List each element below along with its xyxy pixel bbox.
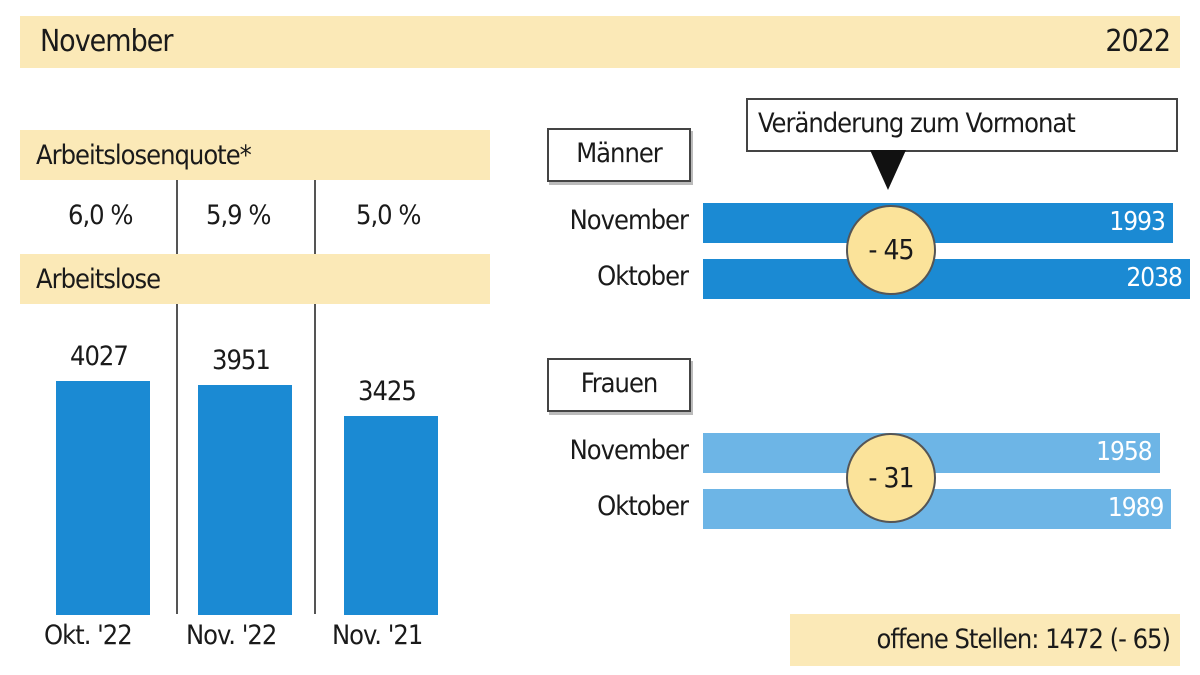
bar-value-label: 4027 bbox=[70, 341, 129, 373]
bar-2 bbox=[344, 416, 438, 615]
arrow-down-icon bbox=[870, 150, 906, 190]
category-label: Nov. '22 bbox=[186, 620, 277, 651]
category-label: Nov. '21 bbox=[332, 620, 423, 651]
open-positions-band: offene Stellen: 1472 (- 65) bbox=[790, 614, 1180, 666]
row-label: Oktober bbox=[597, 261, 689, 292]
men-bar-1: 2038 bbox=[703, 259, 1190, 299]
quote-nov21: 5,0 % bbox=[356, 200, 421, 231]
divider bbox=[176, 180, 178, 254]
divider bbox=[176, 304, 178, 614]
women-change-badge: - 31 bbox=[846, 433, 936, 523]
bar-value: 1989 bbox=[1107, 493, 1165, 523]
header-year: 2022 bbox=[1105, 24, 1171, 59]
category-label: Okt. '22 bbox=[44, 620, 133, 651]
divider bbox=[314, 304, 316, 614]
header-month: November bbox=[40, 24, 173, 59]
change-label: Veränderung zum Vormonat bbox=[758, 108, 1076, 139]
quote-nov22: 5,9 % bbox=[206, 200, 271, 231]
bar-value: 1993 bbox=[1109, 207, 1166, 237]
women-bar-1: 1989 bbox=[703, 489, 1172, 529]
unemployed-title-band: Arbeitslose bbox=[20, 254, 490, 304]
row-label: Oktober bbox=[597, 491, 689, 522]
bar-value-label: 3951 bbox=[212, 345, 271, 377]
bar-value-label: 3425 bbox=[358, 376, 417, 407]
open-positions: offene Stellen: 1472 (- 65) bbox=[876, 624, 1171, 655]
men-change-badge: - 45 bbox=[846, 205, 936, 295]
men-title: Männer bbox=[547, 128, 691, 182]
row-label: November bbox=[569, 205, 689, 236]
bar-value: 2038 bbox=[1126, 263, 1183, 293]
quote-title-band: Arbeitslosenquote* bbox=[20, 130, 490, 180]
row-label: November bbox=[569, 435, 689, 466]
unemployed-title: Arbeitslose bbox=[36, 264, 161, 295]
divider bbox=[314, 180, 316, 254]
bar-0 bbox=[56, 381, 150, 615]
bar-1 bbox=[198, 385, 292, 615]
change-label-box: Veränderung zum Vormonat bbox=[746, 98, 1178, 152]
women-title: Frauen bbox=[547, 358, 691, 412]
quote-title: Arbeitslosenquote* bbox=[36, 140, 252, 171]
header-band: November 2022 bbox=[20, 16, 1180, 68]
men-bar-0: 1993 bbox=[703, 203, 1173, 243]
bar-value: 1958 bbox=[1096, 437, 1153, 467]
quote-okt22: 6,0 % bbox=[68, 200, 133, 231]
